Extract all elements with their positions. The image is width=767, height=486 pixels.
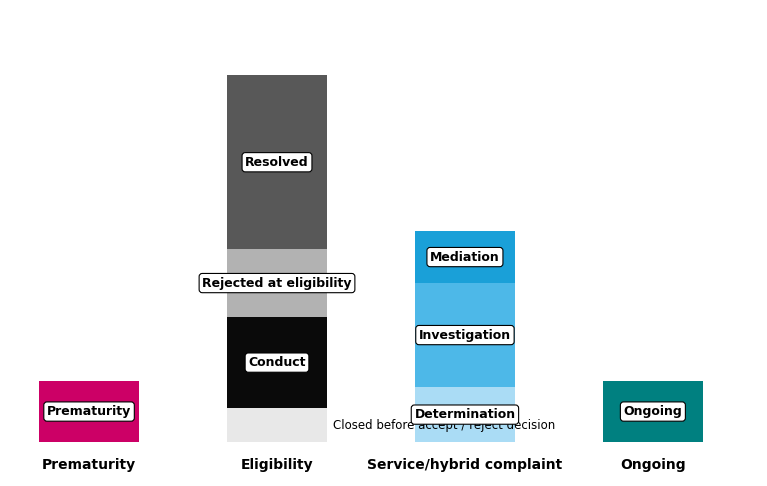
Text: Determination: Determination bbox=[414, 408, 515, 421]
Text: Resolved: Resolved bbox=[245, 156, 309, 169]
Bar bbox=[415, 283, 515, 387]
Bar bbox=[415, 387, 515, 442]
Text: Conduct: Conduct bbox=[249, 356, 306, 369]
Text: Closed before accept / reject decision: Closed before accept / reject decision bbox=[334, 419, 555, 432]
Text: Prematurity: Prematurity bbox=[47, 405, 131, 418]
Text: Ongoing: Ongoing bbox=[624, 405, 683, 418]
Bar bbox=[227, 317, 327, 409]
Text: Rejected at eligibility: Rejected at eligibility bbox=[202, 277, 352, 290]
Bar bbox=[227, 75, 327, 249]
Bar bbox=[415, 231, 515, 283]
Bar bbox=[227, 249, 327, 317]
Text: Mediation: Mediation bbox=[430, 251, 500, 263]
Bar bbox=[39, 381, 139, 442]
Text: Investigation: Investigation bbox=[419, 329, 511, 342]
Bar bbox=[227, 409, 327, 442]
Bar bbox=[603, 381, 703, 442]
